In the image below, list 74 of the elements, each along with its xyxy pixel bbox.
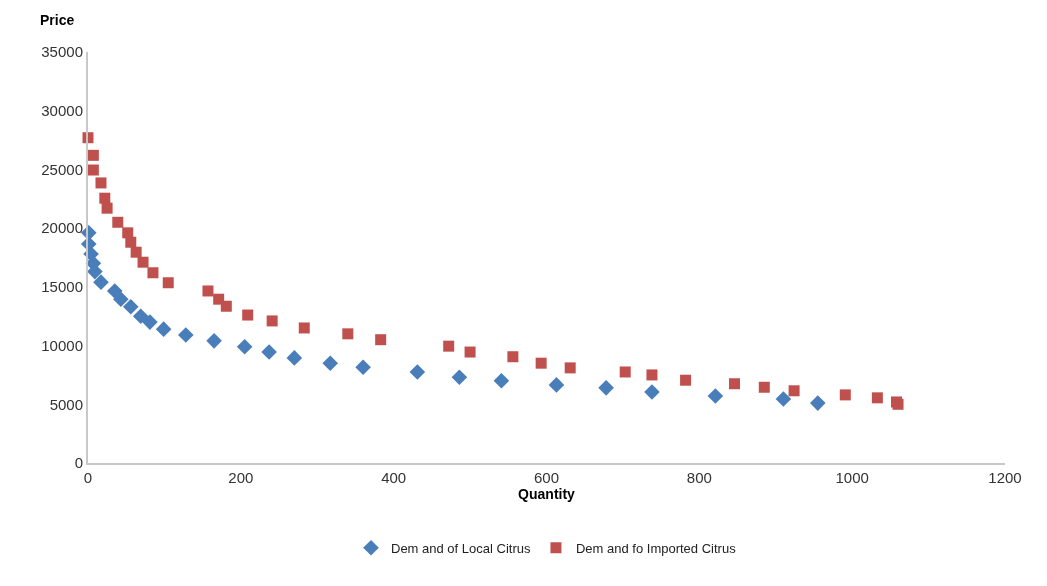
- y-tick-label: 10000: [41, 336, 83, 354]
- point: [261, 344, 277, 360]
- point: [298, 322, 310, 334]
- point: [286, 350, 303, 366]
- point: [322, 355, 339, 371]
- x-tick-label: 400: [381, 469, 407, 486]
- point: [93, 274, 109, 290]
- point: [220, 300, 232, 312]
- point: [137, 256, 149, 268]
- point: [451, 369, 468, 386]
- y-tick-label: 5000: [49, 395, 83, 413]
- point: [728, 378, 740, 390]
- point: [130, 246, 142, 258]
- legend-label: Dem and of Local Citrus: [391, 540, 531, 556]
- y-tick-label: 15000: [41, 278, 83, 296]
- legend-label: Dem and fo Imported Citrus: [575, 540, 737, 556]
- point: [99, 192, 111, 204]
- point: [507, 351, 519, 363]
- x-tick-label: 200: [228, 469, 254, 486]
- y-tick-label: 30000: [41, 101, 83, 119]
- point: [564, 362, 576, 374]
- x-tick-label: 1200: [988, 469, 1022, 486]
- point: [535, 357, 547, 369]
- point: [125, 236, 137, 248]
- point: [644, 384, 660, 400]
- point: [132, 308, 149, 325]
- point: [548, 377, 565, 393]
- point: [443, 340, 455, 352]
- point: [375, 334, 387, 346]
- point: [101, 202, 113, 214]
- point: [342, 328, 354, 340]
- point: [839, 389, 851, 401]
- point: [162, 277, 174, 289]
- point: [788, 385, 800, 397]
- point: [619, 366, 631, 378]
- point: [87, 164, 99, 176]
- y-axis-title: Price: [40, 12, 75, 28]
- point: [142, 314, 158, 330]
- point: [95, 177, 107, 189]
- x-tick-label: 600: [533, 469, 560, 486]
- x-tick-label: 800: [686, 469, 712, 486]
- point: [266, 315, 278, 327]
- point: [409, 364, 426, 380]
- point: [809, 395, 826, 411]
- point: [707, 388, 724, 404]
- point: [775, 391, 792, 407]
- point: [122, 299, 139, 315]
- x-tick-label: 1000: [835, 469, 869, 486]
- point: [106, 283, 123, 299]
- x-axis-title: Quantity: [518, 486, 576, 502]
- point: [155, 321, 172, 337]
- point: [598, 380, 614, 396]
- point: [206, 333, 222, 349]
- point: [236, 338, 253, 355]
- y-tick-label: 35000: [41, 43, 83, 61]
- point: [871, 392, 883, 404]
- point: [646, 369, 658, 381]
- point: [87, 149, 99, 161]
- point: [493, 373, 510, 389]
- y-tick-label: 0: [74, 454, 83, 472]
- y-tick-label: 20000: [41, 219, 83, 237]
- point: [113, 291, 129, 307]
- point: [112, 216, 124, 228]
- point: [242, 309, 254, 321]
- point: [122, 227, 134, 239]
- point: [147, 267, 159, 279]
- point: [202, 285, 214, 297]
- point: [680, 374, 692, 386]
- point: [758, 381, 770, 393]
- point: [213, 293, 225, 305]
- y-tick-label: 25000: [41, 160, 83, 178]
- point: [464, 346, 476, 358]
- point: [355, 359, 371, 376]
- point: [178, 327, 194, 343]
